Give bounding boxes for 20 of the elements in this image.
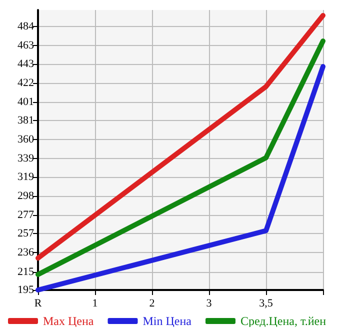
x-tick-label: 3,5: [259, 298, 274, 310]
x-tick-label: R: [34, 298, 42, 310]
y-tick-label: 401: [18, 96, 34, 108]
y-tick-label: 236: [18, 246, 34, 259]
x-tick-label: 2: [149, 298, 155, 310]
x-tick-label: 3: [206, 298, 212, 310]
y-tick-label: 215: [18, 266, 34, 278]
y-tick-label: 443: [18, 58, 34, 70]
y-tick-label: 463: [18, 40, 34, 52]
y-tick-label: 195: [18, 284, 34, 296]
y-tick-label: 381: [18, 114, 34, 126]
y-tick-label: 422: [18, 76, 34, 89]
y-tick-label: 339: [18, 152, 34, 165]
y-tick-label: 277: [18, 209, 34, 222]
y-tick-label: 484: [18, 20, 34, 32]
y-tick-label: 319: [18, 170, 34, 183]
y-tick-label: 360: [18, 134, 34, 146]
x-tick-label: 1: [92, 298, 98, 310]
y-tick-label: 298: [18, 190, 34, 202]
y-tick-label: 257: [18, 227, 34, 240]
